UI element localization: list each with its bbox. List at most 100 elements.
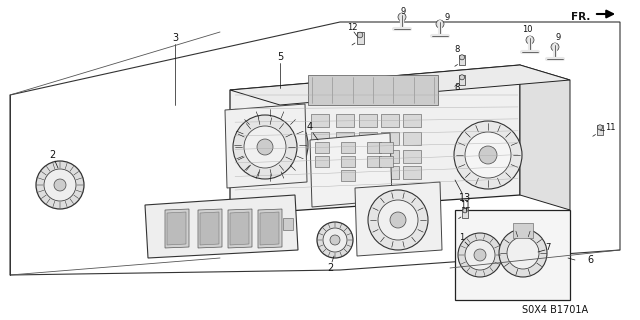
- Bar: [381, 114, 399, 127]
- Polygon shape: [520, 65, 570, 210]
- Bar: [381, 150, 399, 163]
- Text: 8: 8: [454, 45, 460, 54]
- Bar: [459, 55, 465, 65]
- Bar: [341, 170, 355, 181]
- Bar: [311, 114, 329, 127]
- Circle shape: [499, 229, 547, 277]
- Text: 2: 2: [49, 150, 55, 160]
- Polygon shape: [167, 212, 186, 245]
- Bar: [455, 210, 570, 300]
- Circle shape: [244, 126, 286, 168]
- Bar: [381, 166, 399, 179]
- Bar: [381, 132, 399, 145]
- Bar: [283, 218, 293, 230]
- Circle shape: [330, 235, 340, 245]
- Text: 9: 9: [401, 7, 406, 17]
- Text: 13: 13: [459, 193, 471, 203]
- Circle shape: [323, 228, 347, 252]
- Circle shape: [465, 132, 511, 178]
- Text: 7: 7: [545, 244, 550, 252]
- Circle shape: [436, 20, 444, 28]
- Circle shape: [598, 125, 602, 130]
- Text: 1: 1: [460, 234, 465, 243]
- Text: 12: 12: [347, 23, 357, 33]
- Polygon shape: [230, 212, 249, 245]
- Circle shape: [463, 208, 467, 213]
- Polygon shape: [260, 212, 279, 245]
- Circle shape: [232, 107, 308, 183]
- Text: 6: 6: [587, 255, 593, 265]
- Circle shape: [233, 115, 297, 179]
- Circle shape: [244, 119, 296, 171]
- Bar: [379, 142, 393, 153]
- Text: 4: 4: [307, 122, 313, 132]
- Circle shape: [260, 135, 280, 155]
- Polygon shape: [200, 212, 219, 245]
- Circle shape: [507, 237, 539, 269]
- Text: FR.: FR.: [571, 12, 590, 22]
- Bar: [367, 156, 381, 167]
- Text: 8: 8: [454, 84, 460, 92]
- Circle shape: [465, 240, 495, 270]
- Text: S0X4 B1701A: S0X4 B1701A: [522, 305, 588, 315]
- Bar: [359, 150, 377, 163]
- Circle shape: [257, 139, 273, 155]
- Polygon shape: [225, 104, 307, 188]
- Circle shape: [390, 212, 406, 228]
- Bar: [403, 150, 421, 163]
- Circle shape: [460, 55, 465, 60]
- Circle shape: [551, 43, 559, 51]
- Bar: [403, 166, 421, 179]
- Bar: [315, 142, 329, 153]
- Circle shape: [44, 169, 76, 201]
- Polygon shape: [228, 209, 252, 248]
- Circle shape: [317, 222, 353, 258]
- Bar: [311, 132, 329, 145]
- Bar: [341, 142, 355, 153]
- Polygon shape: [165, 209, 189, 248]
- Circle shape: [479, 146, 497, 164]
- Circle shape: [357, 32, 363, 38]
- Circle shape: [398, 13, 406, 21]
- Text: 11: 11: [460, 201, 470, 210]
- Bar: [359, 114, 377, 127]
- Bar: [367, 142, 381, 153]
- Bar: [311, 150, 329, 163]
- Text: 10: 10: [522, 26, 532, 35]
- Bar: [359, 166, 377, 179]
- Bar: [359, 132, 377, 145]
- Bar: [315, 156, 329, 167]
- Circle shape: [54, 179, 66, 191]
- Circle shape: [460, 75, 465, 80]
- Text: 9: 9: [444, 13, 450, 22]
- Text: 2: 2: [327, 263, 333, 273]
- Text: 3: 3: [172, 33, 178, 43]
- Bar: [459, 75, 465, 85]
- Polygon shape: [258, 209, 282, 248]
- Bar: [336, 114, 354, 127]
- Bar: [403, 132, 421, 145]
- Circle shape: [378, 200, 418, 240]
- Circle shape: [526, 36, 534, 44]
- Bar: [311, 166, 329, 179]
- Bar: [356, 32, 364, 44]
- Bar: [308, 75, 438, 105]
- Polygon shape: [230, 65, 570, 105]
- Text: 11: 11: [605, 123, 615, 132]
- Bar: [597, 124, 603, 135]
- Bar: [462, 208, 468, 218]
- Bar: [403, 114, 421, 127]
- Circle shape: [458, 233, 502, 277]
- Bar: [341, 156, 355, 167]
- Polygon shape: [310, 133, 392, 207]
- Text: 9: 9: [556, 34, 561, 43]
- Circle shape: [36, 161, 84, 209]
- Bar: [513, 223, 533, 238]
- Bar: [336, 166, 354, 179]
- Polygon shape: [145, 195, 298, 258]
- Bar: [336, 150, 354, 163]
- Circle shape: [474, 249, 486, 261]
- Polygon shape: [198, 209, 222, 248]
- Bar: [336, 132, 354, 145]
- Bar: [379, 156, 393, 167]
